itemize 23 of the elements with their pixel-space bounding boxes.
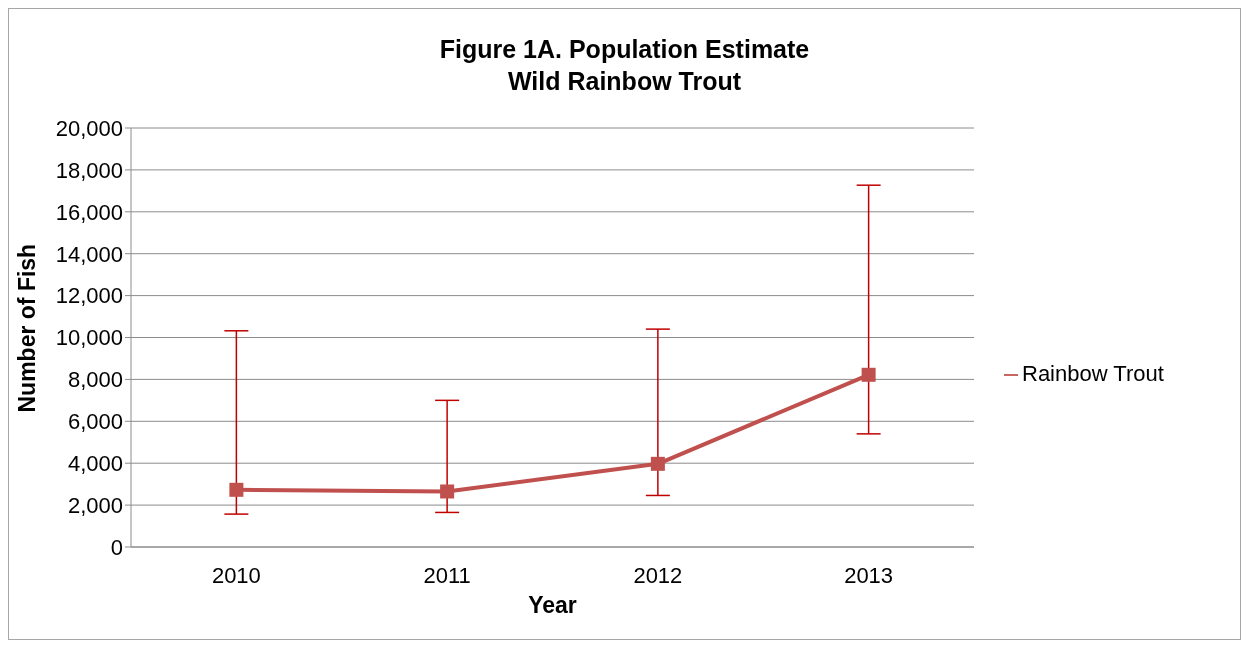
y-tick-label: 18,000	[55, 157, 123, 183]
y-tick-label: 14,000	[55, 241, 123, 267]
y-tick-label: 0	[110, 534, 123, 560]
x-tick-label: 2010	[211, 562, 261, 588]
y-axis-title: Number of Fish	[14, 243, 41, 413]
y-tick-label: 10,000	[55, 325, 123, 351]
x-axis-title: Year	[528, 592, 577, 618]
y-tick-label: 6,000	[67, 409, 123, 435]
y-tick-label: 4,000	[67, 451, 123, 477]
y-tick-label: 8,000	[67, 367, 123, 393]
x-tick-label: 2012	[633, 562, 683, 588]
chart-title: Figure 1A. Population Estimate Wild Rainbow Trout	[438, 34, 811, 97]
point	[440, 484, 455, 499]
y-tick-label: 2,000	[67, 492, 123, 518]
y-tick-label: 20,000	[55, 115, 123, 141]
point	[650, 456, 665, 471]
point	[229, 482, 244, 497]
x-tick-label: 2013	[844, 562, 894, 588]
x-tick-label: 2011	[423, 562, 471, 588]
legend-label: Rainbow Trout	[1022, 361, 1164, 386]
y-tick-label: 16,000	[55, 199, 123, 225]
point	[861, 367, 876, 382]
y-tick-label: 12,000	[55, 283, 123, 309]
